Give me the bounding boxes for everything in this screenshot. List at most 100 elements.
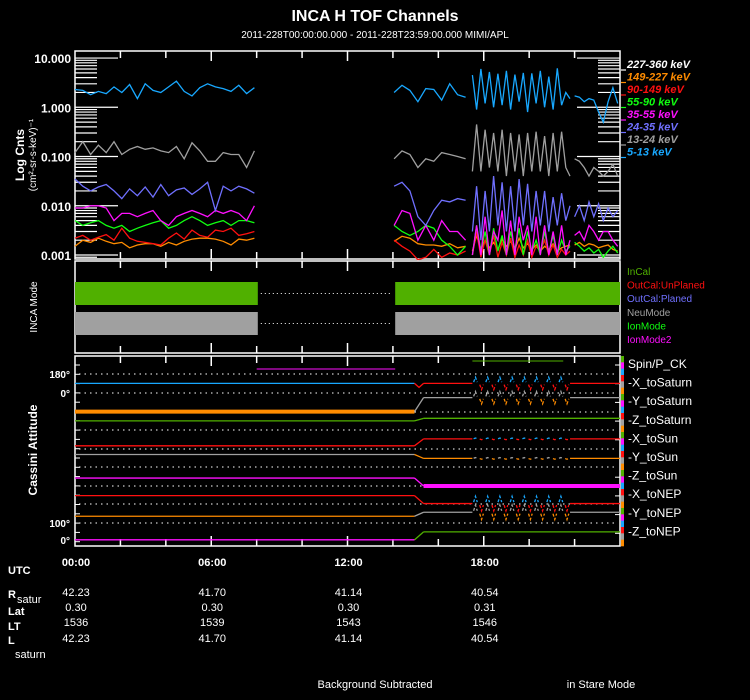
attitude-oscillation	[479, 398, 484, 406]
ephemeris-row-label: L	[8, 635, 15, 647]
attitude-oscillation	[534, 494, 539, 503]
attitude-oscillation	[540, 457, 545, 460]
attitude-tick-0-bottom: 0°	[60, 536, 70, 547]
attitude-oscillation	[509, 375, 515, 383]
attitude-color-strip	[621, 438, 624, 445]
attitude-frame	[74, 355, 621, 547]
attitude-oscillation	[479, 504, 485, 513]
ephemeris-row-label: LT	[8, 621, 21, 633]
attitude-oscillation	[558, 494, 564, 503]
time-tick-label: 06:00	[198, 557, 226, 569]
mode-frame	[74, 260, 621, 354]
time-tick-label: 12:00	[334, 557, 362, 569]
attitude-oscillation	[510, 456, 515, 459]
attitude-oscillation	[564, 513, 570, 522]
attitude-color-strip	[621, 457, 624, 464]
series-line-55-90-kev	[393, 224, 467, 256]
mode-bar-neumode	[75, 312, 258, 335]
attitude-legend-entry: -X_toSun	[628, 431, 678, 445]
attitude-oscillation	[515, 384, 521, 392]
series-line-149-227-kev	[74, 237, 255, 249]
attitude-transition	[414, 477, 425, 487]
legend-entry: 55-90 keV	[627, 97, 679, 109]
legend-entry: 24-35 keV	[626, 122, 679, 134]
attitude-oscillation	[497, 389, 503, 397]
attitude-oscillation	[485, 437, 490, 440]
attitude-oscillation	[564, 398, 570, 406]
ephemeris-value: 0.30	[202, 602, 223, 614]
attitude-panel: Cassini Attitude 180° 0° 100° 0° Spin/P_…	[26, 355, 692, 547]
series-line-5-13-kev	[393, 82, 466, 103]
attitude-oscillation	[552, 513, 558, 522]
mode-legend-entry: IonMode	[627, 321, 666, 332]
attitude-oscillation	[522, 437, 527, 440]
attitude-oscillation	[515, 504, 521, 513]
attitude-oscillation	[521, 389, 527, 397]
time-tick-label: 18:00	[471, 557, 499, 569]
series-line-149-227-kev	[574, 241, 618, 252]
attitude-color-strip	[621, 463, 624, 471]
mode-legend-entry: IonMode2	[627, 335, 672, 346]
attitude-oscillation	[497, 502, 503, 511]
attitude-oscillation	[534, 375, 539, 383]
mode-legend-entry: OutCal:Planed	[627, 294, 692, 305]
attitude-color-strip	[621, 501, 624, 509]
ephemeris-value: 1546	[473, 617, 497, 629]
attitude-tick-0: 0°	[60, 389, 70, 400]
attitude-oscillation	[503, 504, 509, 513]
attitude-oscillation	[540, 438, 545, 441]
mode-bar-incal	[75, 282, 258, 305]
attitude-color-strip	[621, 527, 624, 534]
series-line-5-13-kev	[74, 80, 255, 100]
attitude-oscillation	[473, 375, 478, 383]
counts-panel: Log Cnts (cm²-sr-s-keV)⁻¹ 10.000 1.000 0.1…	[13, 50, 692, 263]
attitude-oscillation	[558, 502, 564, 511]
ephemeris-value: 40.54	[471, 633, 499, 645]
attitude-tick-180: 180°	[49, 370, 70, 381]
attitude-oscillation	[503, 384, 509, 392]
attitude-oscillation	[564, 457, 570, 460]
attitude-oscillation	[540, 504, 546, 513]
ephemeris-row-sublabel: satur	[17, 594, 42, 606]
attitude-oscillation	[491, 513, 497, 522]
attitude-color-strip	[621, 495, 624, 502]
mode-legend-entry: InCal	[627, 267, 650, 278]
y-axis-units: (cm²-sr-s-keV)⁻¹	[28, 118, 39, 191]
legend-entry: 149-227 keV	[627, 72, 692, 84]
attitude-legend-entry: Spin/P_CK	[628, 357, 687, 371]
attitude-oscillation	[528, 438, 533, 441]
attitude-legend-entry: -Y_toNEP	[628, 506, 681, 520]
attitude-oscillation	[552, 504, 558, 513]
ephemeris-value: 41.14	[335, 633, 363, 645]
attitude-legend-entry: -Z_toSun	[628, 469, 677, 483]
mode-panel: INCA Mode InCal OutCal:UnPlaned OutCal:Pla…	[29, 260, 705, 354]
attitude-color-strip	[621, 368, 624, 376]
attitude-oscillation	[522, 456, 527, 459]
series-line-5-13-kev	[471, 68, 571, 113]
attitude-oscillation	[564, 438, 570, 441]
ephemeris-value: 42.23	[62, 587, 90, 599]
ephemeris-row-sublabel: saturn	[15, 649, 46, 661]
y-axis-label: Log Cnts	[13, 129, 27, 181]
footer-mode-note: in Stare Mode	[567, 679, 635, 691]
ephemeris-row-label: R	[8, 589, 16, 601]
ephemeris-row-label: Lat	[8, 606, 25, 618]
attitude-color-strip	[621, 451, 624, 458]
attitude-oscillation	[497, 437, 502, 440]
attitude-transition	[414, 417, 424, 422]
ephemeris-value: 41.70	[198, 633, 226, 645]
attitude-oscillation	[552, 384, 558, 392]
attitude-oscillation	[485, 375, 491, 383]
attitude-oscillation	[534, 502, 539, 511]
attitude-legend-entry: -Y_toSaturn	[628, 394, 692, 408]
attitude-color-strip	[621, 444, 624, 452]
ephemeris-value: 40.54	[471, 587, 499, 599]
legend-entry: 35-55 keV	[627, 109, 679, 121]
attitude-oscillation	[473, 389, 478, 397]
attitude-oscillation	[540, 513, 546, 522]
mode-axis-label: INCA Mode	[29, 281, 40, 333]
attitude-oscillation	[521, 502, 527, 511]
attitude-oscillation	[472, 502, 478, 511]
attitude-oscillation	[521, 494, 527, 503]
